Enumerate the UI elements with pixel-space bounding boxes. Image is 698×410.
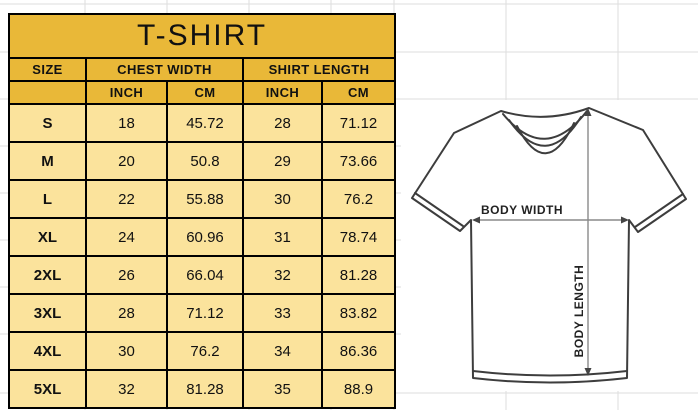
body-length-label: BODY LENGTH bbox=[572, 265, 586, 358]
length-cm-value: 83.82 bbox=[320, 293, 397, 333]
chest-inch-value: 20 bbox=[85, 141, 168, 181]
body-length-arrow bbox=[584, 108, 592, 376]
chest-cm-value: 55.88 bbox=[166, 179, 244, 219]
table-row: M 20 50.8 29 73.66 bbox=[8, 141, 397, 181]
length-inch-value: 33 bbox=[242, 293, 323, 333]
size-label: 2XL bbox=[8, 255, 87, 295]
length-inch-value: 32 bbox=[242, 255, 323, 295]
tshirt-measurement-diagram: BODY WIDTH BODY LENGTH bbox=[411, 107, 687, 384]
size-label: 3XL bbox=[8, 293, 87, 333]
size-label: L bbox=[8, 179, 87, 219]
header-chest-cm: CM bbox=[166, 80, 244, 105]
body-width-label: BODY WIDTH bbox=[481, 203, 563, 217]
chest-inch-value: 22 bbox=[85, 179, 168, 219]
size-label: S bbox=[8, 103, 87, 143]
chest-cm-value: 45.72 bbox=[166, 103, 244, 143]
header-chest-width: CHEST WIDTH bbox=[85, 57, 244, 82]
table-row: L 22 55.88 30 76.2 bbox=[8, 179, 397, 219]
length-inch-value: 34 bbox=[242, 331, 323, 371]
chest-inch-value: 26 bbox=[85, 255, 168, 295]
header-size: SIZE bbox=[8, 57, 87, 82]
chest-inch-value: 30 bbox=[85, 331, 168, 371]
chest-inch-value: 24 bbox=[85, 217, 168, 257]
table-row: 5XL 32 81.28 35 88.9 bbox=[8, 369, 397, 409]
header-shirt-length: SHIRT LENGTH bbox=[241, 57, 397, 82]
length-inch-value: 29 bbox=[242, 141, 323, 181]
length-inch-value: 35 bbox=[242, 369, 323, 409]
length-cm-value: 73.66 bbox=[320, 141, 397, 181]
size-label: XL bbox=[8, 217, 87, 257]
table-row: XL 24 60.96 31 78.74 bbox=[8, 217, 397, 257]
length-cm-value: 86.36 bbox=[320, 331, 397, 371]
chest-inch-value: 18 bbox=[85, 103, 168, 143]
table-row: 3XL 28 71.12 33 83.82 bbox=[8, 293, 397, 333]
table-row: S 18 45.72 28 71.12 bbox=[8, 103, 397, 143]
length-cm-value: 71.12 bbox=[320, 103, 397, 143]
header-size-spacer bbox=[8, 80, 87, 105]
tshirt-outline-drawing bbox=[411, 107, 687, 384]
table-row: 4XL 30 76.2 34 86.36 bbox=[8, 331, 397, 371]
chest-cm-value: 60.96 bbox=[166, 217, 244, 257]
header-length-inch: INCH bbox=[242, 80, 323, 105]
header-length-cm: CM bbox=[320, 80, 397, 105]
length-inch-value: 28 bbox=[242, 103, 323, 143]
length-cm-value: 88.9 bbox=[320, 369, 397, 409]
size-chart-table: T-SHIRT SIZE CHEST WIDTH SHIRT LENGTH IN… bbox=[7, 13, 397, 409]
chest-inch-value: 28 bbox=[85, 293, 168, 333]
table-row: 2XL 26 66.04 32 81.28 bbox=[8, 255, 397, 295]
length-cm-value: 78.74 bbox=[320, 217, 397, 257]
table-title: T-SHIRT bbox=[7, 13, 397, 59]
chest-cm-value: 76.2 bbox=[166, 331, 244, 371]
length-inch-value: 31 bbox=[242, 217, 323, 257]
length-inch-value: 30 bbox=[242, 179, 323, 219]
length-cm-value: 81.28 bbox=[320, 255, 397, 295]
header-chest-inch: INCH bbox=[85, 80, 168, 105]
size-label: 5XL bbox=[8, 369, 87, 409]
length-cm-value: 76.2 bbox=[320, 179, 397, 219]
chest-cm-value: 71.12 bbox=[166, 293, 244, 333]
chest-cm-value: 81.28 bbox=[166, 369, 244, 409]
size-label: M bbox=[8, 141, 87, 181]
chest-cm-value: 66.04 bbox=[166, 255, 244, 295]
body-width-arrow bbox=[472, 216, 629, 224]
chest-inch-value: 32 bbox=[85, 369, 168, 409]
size-label: 4XL bbox=[8, 331, 87, 371]
chest-cm-value: 50.8 bbox=[166, 141, 244, 181]
